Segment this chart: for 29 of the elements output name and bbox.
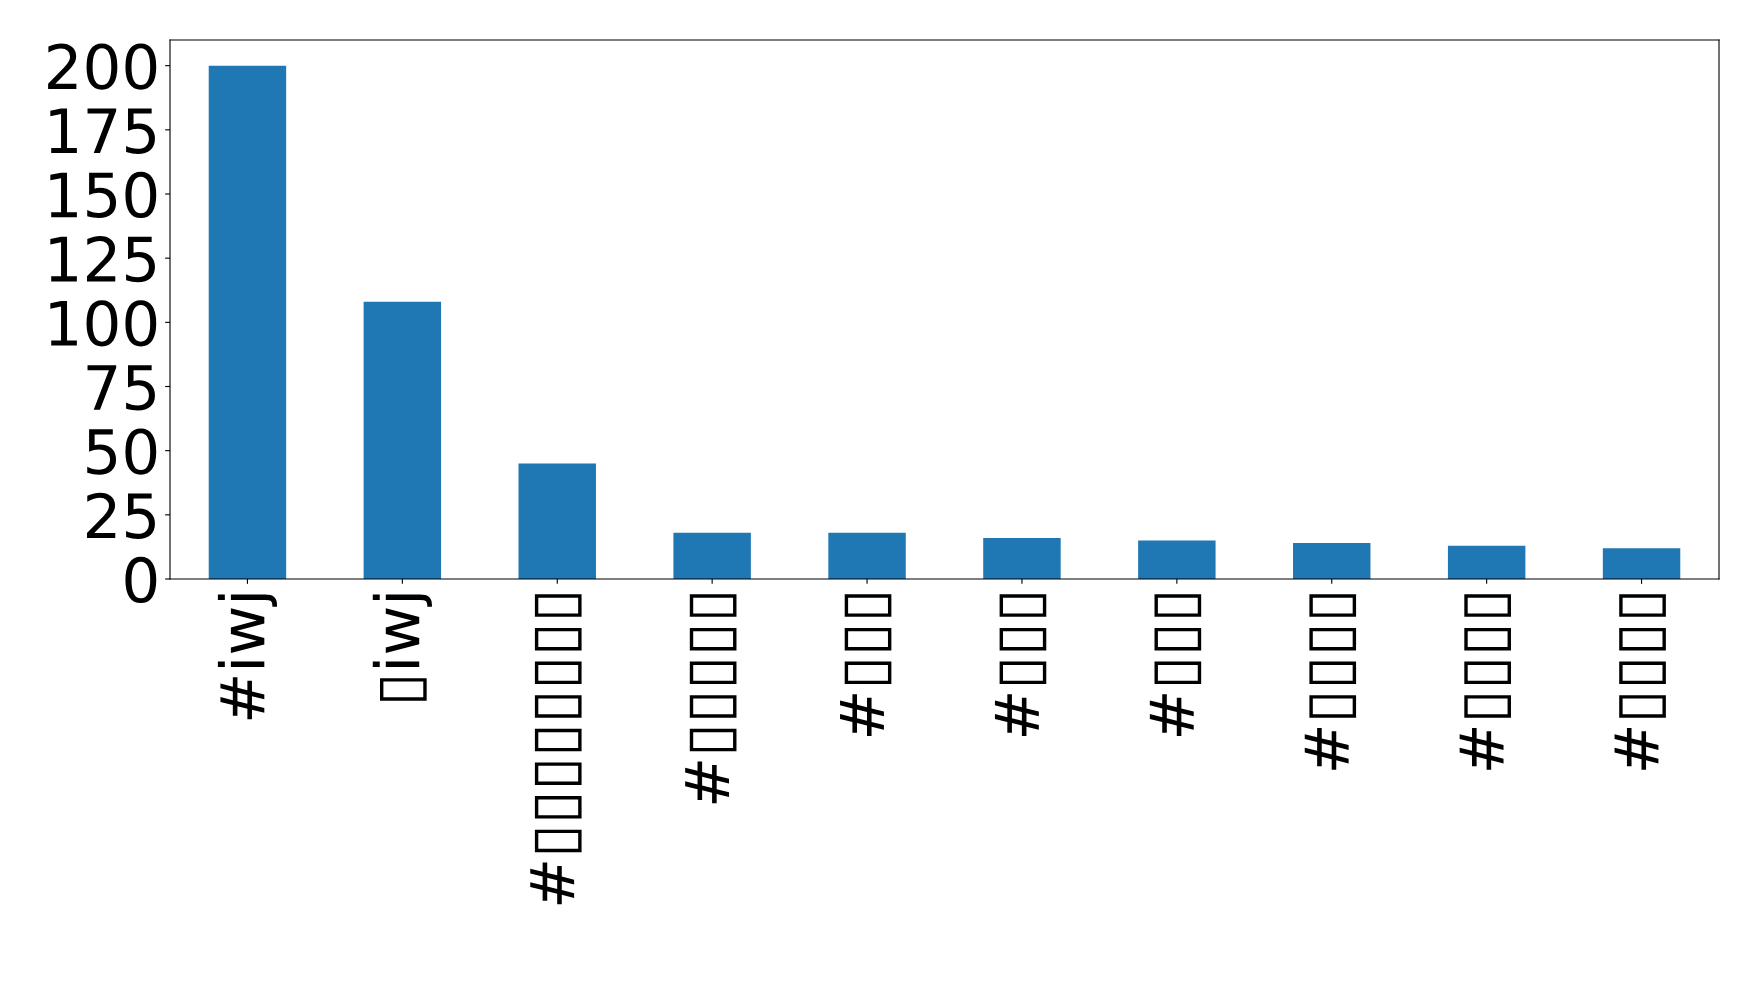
bar xyxy=(1293,543,1371,579)
x-tick-label: #▯▯▯ xyxy=(1149,594,1202,737)
y-tick-label: 100 xyxy=(50,300,157,347)
x-tick-label: #▯▯▯▯▯▯▯▯ xyxy=(530,594,582,905)
bar xyxy=(673,532,751,579)
y-tick-label: 125 xyxy=(50,236,155,283)
y-tick-label: 0 xyxy=(125,556,157,604)
bar xyxy=(1138,540,1216,579)
y-tick-label: 25 xyxy=(86,492,155,539)
x-tick-label: #▯▯▯ xyxy=(840,594,892,737)
x-tick-label: ▯iwj xyxy=(372,594,432,701)
x-tick-label: #▯▯▯▯ xyxy=(1304,594,1357,770)
bar xyxy=(983,537,1061,579)
bar xyxy=(1602,548,1681,579)
y-tick-label: 150 xyxy=(50,171,157,219)
x-tick-label: #▯▯▯▯ xyxy=(1614,594,1666,770)
bar xyxy=(518,463,596,579)
bar xyxy=(1447,545,1526,579)
x-tick-label: #▯▯▯▯▯ xyxy=(685,594,737,804)
bar xyxy=(208,65,287,579)
x-tick-label: #▯▯▯ xyxy=(994,594,1047,737)
y-tick-label: 75 xyxy=(87,365,155,411)
x-tick-label: #▯▯▯▯ xyxy=(1459,594,1511,770)
x-tick-label: #iwj xyxy=(217,594,278,720)
y-tick-label: 175 xyxy=(50,108,155,154)
bar xyxy=(828,532,906,579)
bar xyxy=(363,301,442,579)
y-tick-label: 200 xyxy=(48,43,157,90)
y-tick-label: 50 xyxy=(87,428,157,475)
